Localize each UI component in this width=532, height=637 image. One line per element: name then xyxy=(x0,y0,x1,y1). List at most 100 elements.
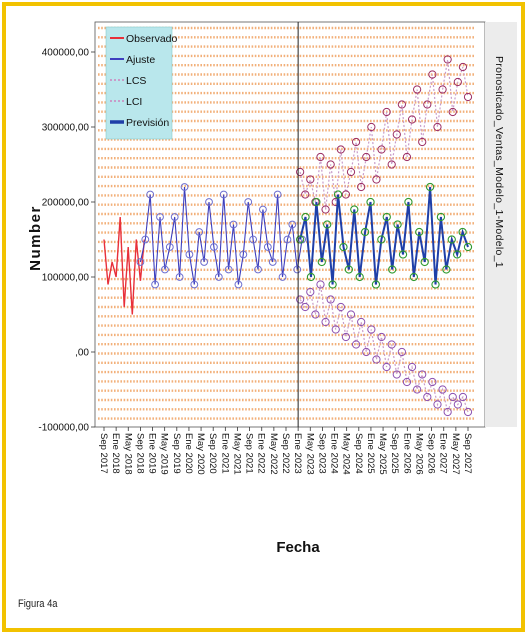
lcs-point xyxy=(321,205,330,214)
ajuste-point xyxy=(175,273,184,281)
prevision-point xyxy=(339,242,348,252)
lci-point xyxy=(453,400,462,409)
y-tick-label: 300000,00 xyxy=(42,123,90,134)
ajuste-point xyxy=(239,250,248,259)
right-panel xyxy=(485,22,517,427)
x-axis: Sep 2017 Ene 2018 May 2018 Sep 2018 Ene 2019… xyxy=(98,427,473,475)
prevision-point xyxy=(333,190,343,199)
series-observado-line xyxy=(103,216,146,315)
lcs-point xyxy=(448,107,457,117)
lci-point xyxy=(306,287,315,297)
lcs-point xyxy=(346,167,356,177)
ajuste-point xyxy=(185,250,194,259)
series-lci-line xyxy=(299,284,469,415)
x-tick-label: May 2021 xyxy=(231,433,242,475)
ajuste-point xyxy=(224,265,233,274)
prevision-point xyxy=(312,197,321,207)
lci-point xyxy=(296,295,305,304)
y-tick-label: 100000,00 xyxy=(42,273,90,284)
ajuste-point xyxy=(205,198,213,206)
lcs-point xyxy=(387,160,396,169)
ajuste-point xyxy=(190,280,199,289)
lcs-point xyxy=(418,137,427,147)
ajuste-point xyxy=(146,190,155,199)
lci-point xyxy=(463,407,473,417)
ajuste-point xyxy=(263,243,272,251)
ajuste-point xyxy=(278,273,287,281)
lcs-point xyxy=(443,55,452,64)
x-tick-label: Ene 2021 xyxy=(219,433,230,474)
lci-point xyxy=(423,392,432,402)
prevision-point xyxy=(317,257,326,267)
prevision-point xyxy=(398,250,408,259)
lci-point xyxy=(331,325,340,334)
prevision-point xyxy=(323,220,332,229)
lcs-point xyxy=(296,167,305,177)
x-tick-label: Sep 2020 xyxy=(207,433,218,474)
prevision-point xyxy=(295,235,305,244)
lcs-point xyxy=(341,190,351,199)
ajuste-point xyxy=(293,265,302,274)
lcs-point xyxy=(433,122,442,132)
lci-point xyxy=(407,362,417,372)
y-tick-label: -100000,00 xyxy=(38,423,89,434)
x-tick-label: Sep 2017 xyxy=(98,433,109,474)
y-axis-label: Number xyxy=(27,205,44,271)
prevision-point xyxy=(388,265,397,274)
prevision-point xyxy=(328,280,337,289)
prevision-point xyxy=(431,280,440,289)
lcs-point xyxy=(316,152,325,162)
lcs-point xyxy=(428,70,437,79)
series-lcs-line xyxy=(299,59,469,210)
ajuste-point xyxy=(165,243,174,251)
prevision-point xyxy=(360,227,370,237)
right-series-label: Pronosticado_Ventas_Modelo_1-Modelo_1 xyxy=(493,56,505,268)
lci-point xyxy=(341,332,351,342)
prevision-point xyxy=(371,280,381,289)
x-tick-label: Sep 2019 xyxy=(171,433,182,474)
ajuste-point xyxy=(170,213,179,221)
prevision-point xyxy=(458,227,467,237)
prevision-point xyxy=(344,265,354,274)
x-tick-label: May 2018 xyxy=(122,433,133,475)
x-tick-label: Sep 2027 xyxy=(462,433,473,474)
prevision-point xyxy=(382,212,391,222)
prevision-point xyxy=(366,197,375,207)
lci-point xyxy=(346,310,356,319)
x-tick-label: Sep 2018 xyxy=(134,433,145,474)
legend-label: Observado xyxy=(126,33,178,45)
lcs-point xyxy=(351,137,361,147)
y-tick-label: 400000,00 xyxy=(42,48,90,59)
prevision-point xyxy=(377,235,386,244)
x-tick-label: Ene 2025 xyxy=(365,433,376,474)
lcs-point xyxy=(453,77,462,87)
lci-point xyxy=(372,355,381,364)
lcs-point xyxy=(423,100,432,109)
x-tick-label: May 2022 xyxy=(268,433,279,475)
prevision-point xyxy=(463,242,473,252)
lcs-point xyxy=(458,62,468,72)
prevision-point xyxy=(453,250,462,259)
lci-point xyxy=(357,317,366,327)
lci-point xyxy=(392,370,401,379)
series-ajuste-line xyxy=(139,186,303,285)
lcs-point xyxy=(362,152,371,162)
series-layer xyxy=(103,55,473,417)
lcs-point xyxy=(402,152,412,162)
ajuste-point xyxy=(210,243,218,251)
ajuste-point xyxy=(254,265,262,274)
x-tick-label: May 2026 xyxy=(413,433,424,475)
lci-point xyxy=(438,385,447,394)
figure-caption: Figura 4a xyxy=(18,598,58,610)
lci-point xyxy=(387,340,396,349)
lcs-point xyxy=(382,107,391,117)
x-tick-label: May 2023 xyxy=(304,433,315,475)
lcs-point xyxy=(357,182,366,192)
lci-point xyxy=(316,280,325,289)
ajuste-point xyxy=(151,280,160,289)
prevision-point xyxy=(350,205,359,214)
lci-point xyxy=(418,370,427,379)
ajuste-point xyxy=(141,235,150,244)
ajuste-point xyxy=(214,273,223,281)
lcs-point xyxy=(367,122,376,132)
